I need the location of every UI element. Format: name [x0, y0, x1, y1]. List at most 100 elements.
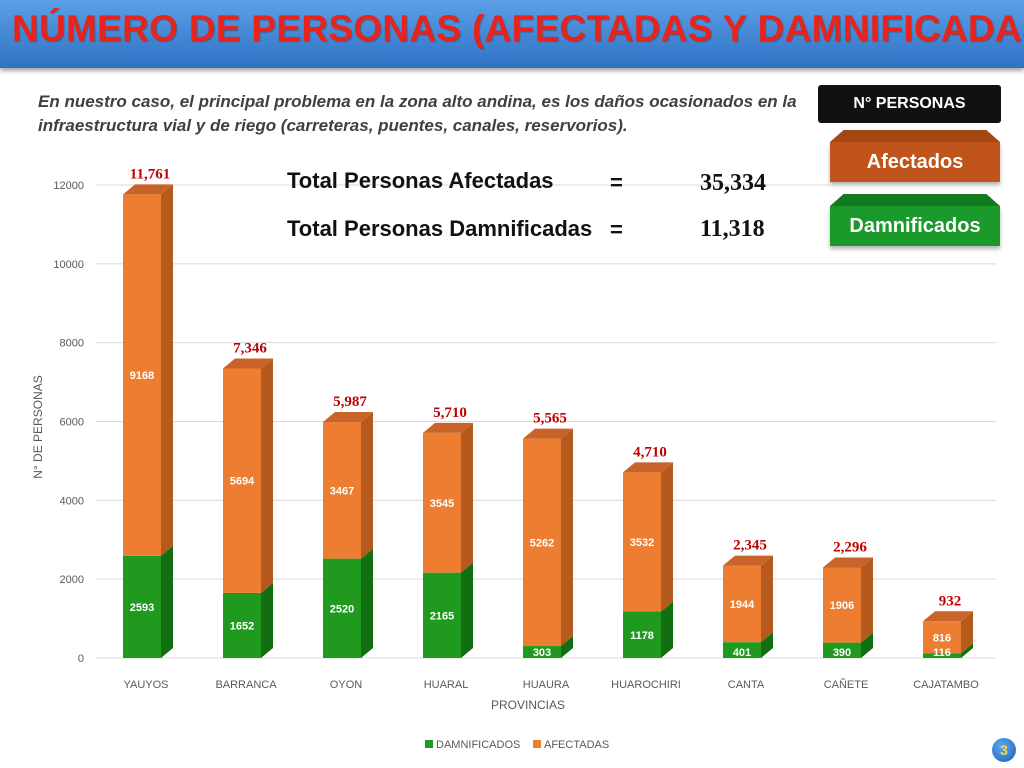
legend-label: AFECTADAS [544, 739, 609, 751]
bar-afectados [923, 621, 961, 654]
slide-title: NÚMERO DE PERSONAS (AFECTADAS Y DAMNIFIC… [12, 8, 1024, 49]
bar-afectados [723, 565, 761, 643]
total-damnificadas-value: 11,318 [700, 216, 765, 242]
bar-side-afectados [861, 557, 873, 643]
bar-damnificados [923, 653, 961, 658]
data-label-damnificados: 1178 [630, 630, 654, 642]
bar-damnificados [123, 555, 161, 658]
x-tick-label: HUAROCHIRI [611, 679, 681, 691]
personas-label-box: N° PERSONAS [818, 85, 1001, 123]
bar-top-afectados [723, 555, 773, 566]
data-label-damnificados: 401 [733, 647, 751, 659]
x-tick-label: CAÑETE [824, 678, 869, 691]
chart-legend: DAMNIFICADOS AFECTADAS [425, 739, 609, 751]
x-tick-label: CAJATAMBO [913, 679, 979, 691]
bar-top-afectados [823, 557, 873, 568]
data-label-afectados: 5694 [230, 476, 255, 488]
data-label-afectados: 3467 [330, 485, 354, 497]
data-label-afectados: 3532 [630, 537, 654, 549]
x-tick-label: OYON [330, 679, 362, 691]
y-tick-label: 6000 [60, 417, 84, 429]
bar-afectados [223, 368, 261, 593]
total-afectadas-value: 35,334 [700, 170, 766, 196]
bar-side-afectados [261, 358, 273, 593]
bar-side-afectados [661, 462, 673, 612]
y-tick-label: 8000 [60, 338, 84, 350]
afectados-button-top [830, 130, 1000, 142]
bar-afectados [623, 472, 661, 612]
total-damnificadas-equals: = [610, 217, 623, 242]
bar-afectados [423, 432, 461, 573]
bar-side-damnificados [661, 601, 673, 658]
data-label-afectados: 5262 [530, 537, 554, 549]
bar-damnificados [823, 642, 861, 658]
afectados-button[interactable]: Afectados [830, 142, 1000, 182]
data-label-total: 11,761 [130, 166, 170, 182]
bar-damnificados [223, 592, 261, 658]
bar-top-afectados [923, 611, 973, 622]
y-tick-label: 4000 [60, 495, 84, 507]
bar-side-damnificados [761, 632, 773, 658]
x-tick-label: HUARAL [424, 679, 469, 691]
bar-side-afectados [561, 428, 573, 647]
data-label-afectados: 9168 [130, 370, 154, 382]
bar-side-damnificados [561, 636, 573, 658]
bar-top-afectados [123, 184, 173, 195]
total-afectadas-equals: = [610, 170, 623, 195]
slide-subtitle: En nuestro caso, el principal problema e… [38, 92, 797, 135]
bar-top-afectados [623, 462, 673, 473]
data-label-afectados: 1944 [730, 599, 755, 611]
bar-top-afectados [223, 358, 273, 369]
title-bar: NÚMERO DE PERSONAS (AFECTADAS Y DAMNIFIC… [0, 0, 1024, 68]
data-label-damnificados: 116 [933, 647, 951, 659]
legend-swatch [425, 740, 433, 748]
bar-afectados [323, 422, 361, 559]
bars: 2593 9168 11,761 1652 5694 7,346 2520 3467 5,987… [123, 166, 973, 659]
data-label-afectados: 1906 [830, 600, 854, 612]
y-tick-label: 12000 [53, 180, 84, 192]
damnificados-button-top [830, 194, 1000, 206]
bar-damnificados [423, 572, 461, 658]
y-tick-label: 2000 [60, 574, 84, 586]
data-label-damnificados: 303 [533, 647, 551, 659]
bar-afectados [123, 194, 161, 556]
bar-side-damnificados [961, 643, 973, 658]
bar-top-afectados [523, 428, 573, 439]
data-label-total: 4,710 [633, 444, 667, 460]
y-tick-labels: 0 2000 4000 6000 8000 10000 12000 [53, 180, 84, 665]
bar-damnificados [723, 642, 761, 658]
bar-side-afectados [161, 184, 173, 556]
bar-side-afectados [761, 555, 773, 643]
total-damnificadas-label: Total Personas Damnificadas [287, 216, 593, 241]
bar-damnificados [523, 646, 561, 658]
bar-side-damnificados [461, 562, 473, 658]
x-tick-labels: YAUYOS BARRANCA OYON HUARAL HUAURA HUAROCHIRI… [123, 678, 979, 691]
data-label-afectados: 816 [933, 632, 951, 644]
bar-side-damnificados [261, 582, 273, 658]
y-tick-label: 10000 [53, 259, 84, 271]
legend-swatch [533, 740, 541, 748]
x-tick-label: CANTA [728, 679, 765, 691]
data-label-damnificados: 2593 [130, 602, 154, 614]
bar-top-afectados [423, 422, 473, 433]
data-label-damnificados: 390 [833, 647, 851, 659]
data-label-total: 7,346 [233, 340, 267, 356]
legend-label: DAMNIFICADOS [436, 739, 520, 751]
y-axis-label: N° DE PERSONAS [31, 375, 45, 479]
data-label-total: 5,710 [433, 405, 467, 421]
x-tick-label: BARRANCA [215, 679, 277, 691]
bar-side-afectados [361, 412, 373, 559]
data-label-damnificados: 2520 [330, 603, 354, 615]
data-label-total: 5,565 [533, 411, 567, 427]
x-tick-label: YAUYOS [123, 679, 168, 691]
damnificados-button[interactable]: Damnificados [830, 206, 1000, 246]
x-tick-label: HUAURA [523, 679, 570, 691]
bar-damnificados [323, 558, 361, 658]
bar-side-damnificados [361, 548, 373, 658]
data-label-total: 5,987 [333, 394, 367, 410]
bar-side-afectados [961, 611, 973, 654]
data-label-damnificados: 1652 [230, 620, 254, 632]
bar-side-afectados [461, 422, 473, 573]
bar-afectados [823, 567, 861, 643]
